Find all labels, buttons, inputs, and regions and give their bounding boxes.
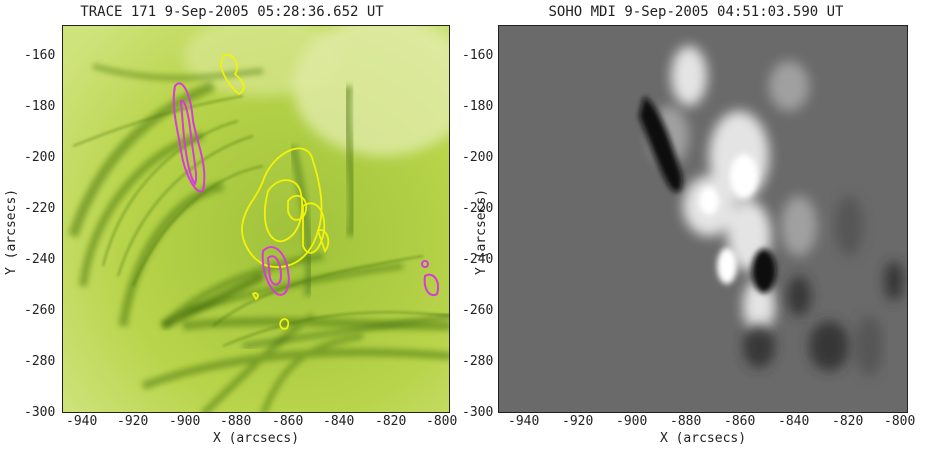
y-tick: -200 bbox=[462, 150, 494, 165]
y-tick: -160 bbox=[24, 48, 56, 63]
y-tick: -260 bbox=[462, 303, 494, 318]
x-tick: -840 bbox=[778, 414, 810, 429]
trace-image-plot bbox=[62, 25, 450, 413]
negative-contours bbox=[172, 82, 439, 296]
x-tick: -860 bbox=[724, 414, 756, 429]
y-tick: -280 bbox=[24, 354, 56, 369]
soho-mdi-panel: SOHO MDI 9-Sep-2005 04:51:03.590 UT bbox=[462, 0, 928, 451]
y-tick: -180 bbox=[24, 99, 56, 114]
x-tick: -940 bbox=[66, 414, 98, 429]
y-tick: -240 bbox=[462, 252, 494, 267]
x-tick: -880 bbox=[220, 414, 252, 429]
x-tick: -820 bbox=[832, 414, 864, 429]
x-tick: -800 bbox=[426, 414, 458, 429]
trace-y-axis-label: Y (arcsecs) bbox=[4, 188, 19, 275]
x-tick: -940 bbox=[508, 414, 540, 429]
positive-contours bbox=[220, 54, 330, 330]
x-tick: -900 bbox=[616, 414, 648, 429]
trace-171-panel: TRACE 171 9-Sep-2005 05:28:36.652 UT bbox=[4, 4, 458, 446]
y-tick: -220 bbox=[462, 201, 494, 216]
y-tick: -160 bbox=[462, 48, 494, 63]
x-tick: -860 bbox=[272, 414, 304, 429]
y-tick: -260 bbox=[24, 303, 56, 318]
y-tick: -220 bbox=[24, 201, 56, 216]
y-tick: -180 bbox=[462, 99, 494, 114]
x-tick: -920 bbox=[117, 414, 149, 429]
mdi-image-plot bbox=[498, 25, 908, 413]
y-tick: -300 bbox=[24, 405, 56, 420]
trace-x-axis-label: X (arcsecs) bbox=[212, 431, 300, 446]
trace-image bbox=[63, 26, 449, 412]
x-tick: -920 bbox=[562, 414, 594, 429]
y-tick: -300 bbox=[462, 405, 494, 420]
y-tick: -240 bbox=[24, 252, 56, 267]
mdi-magnetogram bbox=[499, 26, 907, 412]
x-tick: -840 bbox=[323, 414, 355, 429]
y-tick: -280 bbox=[462, 354, 494, 369]
mdi-x-axis-label: X (arcsecs) bbox=[659, 431, 747, 446]
mdi-title: SOHO MDI 9-Sep-2005 04:51:03.590 UT bbox=[548, 4, 844, 20]
trace-title: TRACE 171 9-Sep-2005 05:28:36.652 UT bbox=[80, 4, 384, 20]
x-tick: -820 bbox=[375, 414, 407, 429]
x-tick: -900 bbox=[169, 414, 201, 429]
y-tick: -200 bbox=[24, 150, 56, 165]
x-tick: -800 bbox=[884, 414, 916, 429]
x-tick: -880 bbox=[670, 414, 702, 429]
